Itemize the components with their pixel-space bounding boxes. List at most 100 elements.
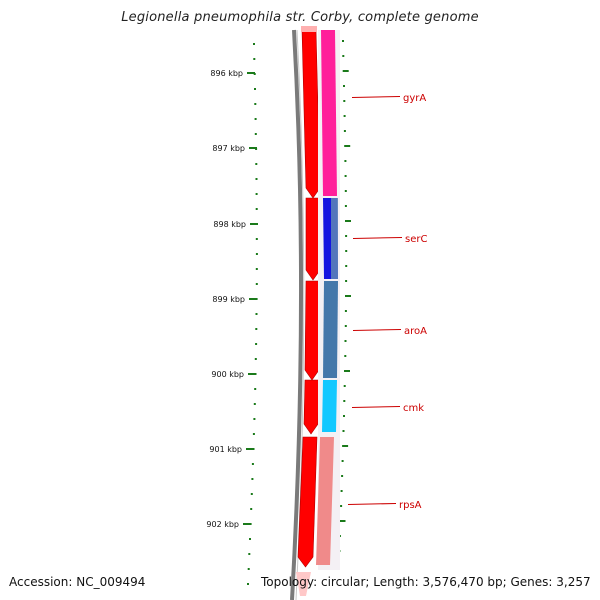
accession-text: Accession: NC_009494 [9,575,146,589]
outer-tick-dot [344,175,347,177]
minor-tick-dot [253,403,256,405]
outer-tick-dot [345,220,351,222]
minor-tick-dot [249,538,251,540]
label-leader-line [352,329,402,331]
minor-tick-dot [255,193,258,195]
minor-tick-dot [255,268,258,270]
outer-tick-dot [344,145,351,147]
tick-label: 897 kbp [212,144,245,153]
minor-tick-dot [255,238,258,240]
tick-label: 900 kbp [211,370,244,379]
tick-label: 896 kbp [210,69,243,78]
minor-tick-dot [252,433,255,435]
minor-tick-dot [253,58,256,60]
minor-tick-dot [255,343,258,345]
gene-label-aroA: aroA [404,326,427,337]
label-leader-line [351,96,401,98]
map-title: Legionella pneumophila str. Corby, compl… [121,10,479,25]
minor-tick-dot [251,478,254,480]
minor-tick-dot [254,88,256,90]
genome-summary-text: Topology: circular; Length: 3,576,470 bp… [261,575,591,589]
forward-cds-arrow [305,197,321,281]
gene-block-serC-shade [331,198,338,279]
minor-tick-dot [247,568,250,570]
minor-tick-dot [253,418,256,420]
outer-tick-dot [340,505,343,507]
forward-cds-arrow [297,436,318,568]
minor-tick-dot [254,388,257,390]
minor-tick-dot [254,118,257,120]
outer-tick-dot [340,490,343,492]
outer-tick-dot [343,400,346,402]
forward-cds-fade-top [301,26,317,32]
gene-labels: gyrA serC aroA cmk rpsA [347,93,427,511]
outer-tick-dot [344,370,350,372]
outer-tick-dot [345,265,348,267]
outer-tick-dot [345,235,348,237]
outer-tick-dot [342,445,349,447]
gene-label-rpsA: rpsA [399,500,422,511]
major-tick [247,72,255,74]
minor-tick-dot [255,253,258,255]
outer-tick-dot [344,340,347,342]
major-tick [249,298,257,300]
label-leader-line [347,503,397,505]
minor-tick-dot [248,553,251,555]
outer-tick-dot [341,460,344,462]
outer-tick-dot [341,475,344,477]
outer-tick-dot [344,190,347,192]
backbone-arc [290,29,304,600]
outer-tick-dot [342,55,345,57]
minor-tick-dot [250,508,253,510]
forward-cds-arrow [303,379,320,435]
gene-label-serC: serC [405,234,427,245]
major-ticks: 896 kbp 897 kbp 898 kbp 899 kbp 900 kbp 901 k… [206,69,258,529]
minor-tick-dot [254,103,257,105]
minor-tick-dot [255,163,258,165]
major-tick [249,147,257,149]
gene-block-rpsA [316,437,334,565]
gene-label-gyrA: gyrA [403,93,426,104]
outer-tick-dot [342,40,344,42]
gene-block-gyrA [321,30,337,196]
outer-tick-dot [342,430,345,432]
outer-tick-dot [344,310,347,312]
outer-tick-dot [343,85,345,87]
major-tick [246,448,254,450]
gene-block-aroA [323,281,338,378]
minor-tick-dot [255,178,258,180]
gene-block-cmk [322,380,337,432]
outer-tick-dot [344,205,347,207]
outer-tick-dot [344,160,347,162]
minor-tick-dot [255,283,258,285]
outer-tick-dot [342,70,349,72]
outer-tick-dot [343,385,346,387]
outer-tick-dot [345,280,348,282]
outer-tick-dot [343,130,346,132]
tick-label: 902 kbp [206,520,239,529]
outer-tick-dot [344,325,347,327]
minor-tick-dot [251,463,254,465]
tick-label: 901 kbp [209,445,242,454]
outer-tick-dot [345,295,351,297]
minor-tick-dot [254,133,257,135]
outer-tick-dot [345,250,348,252]
minor-tick-dot [247,583,249,585]
outer-tick-dot [343,100,346,102]
outer-tick-dot [344,355,347,357]
major-tick [243,523,251,525]
outer-tick-dot [343,115,346,117]
label-leader-line [352,237,403,239]
forward-cds-arrow [304,280,321,381]
minor-tick-dot [253,43,255,45]
minor-tick-dot [255,328,258,330]
outer-tick-dot [339,520,346,522]
gene-label-cmk: cmk [403,403,424,414]
major-tick [250,223,258,225]
minor-tick-dot [255,313,258,315]
minor-tick-dot [255,208,258,210]
minor-tick-dot [250,493,253,495]
label-leader-line [351,406,401,408]
forward-cds-arrow [301,29,321,199]
